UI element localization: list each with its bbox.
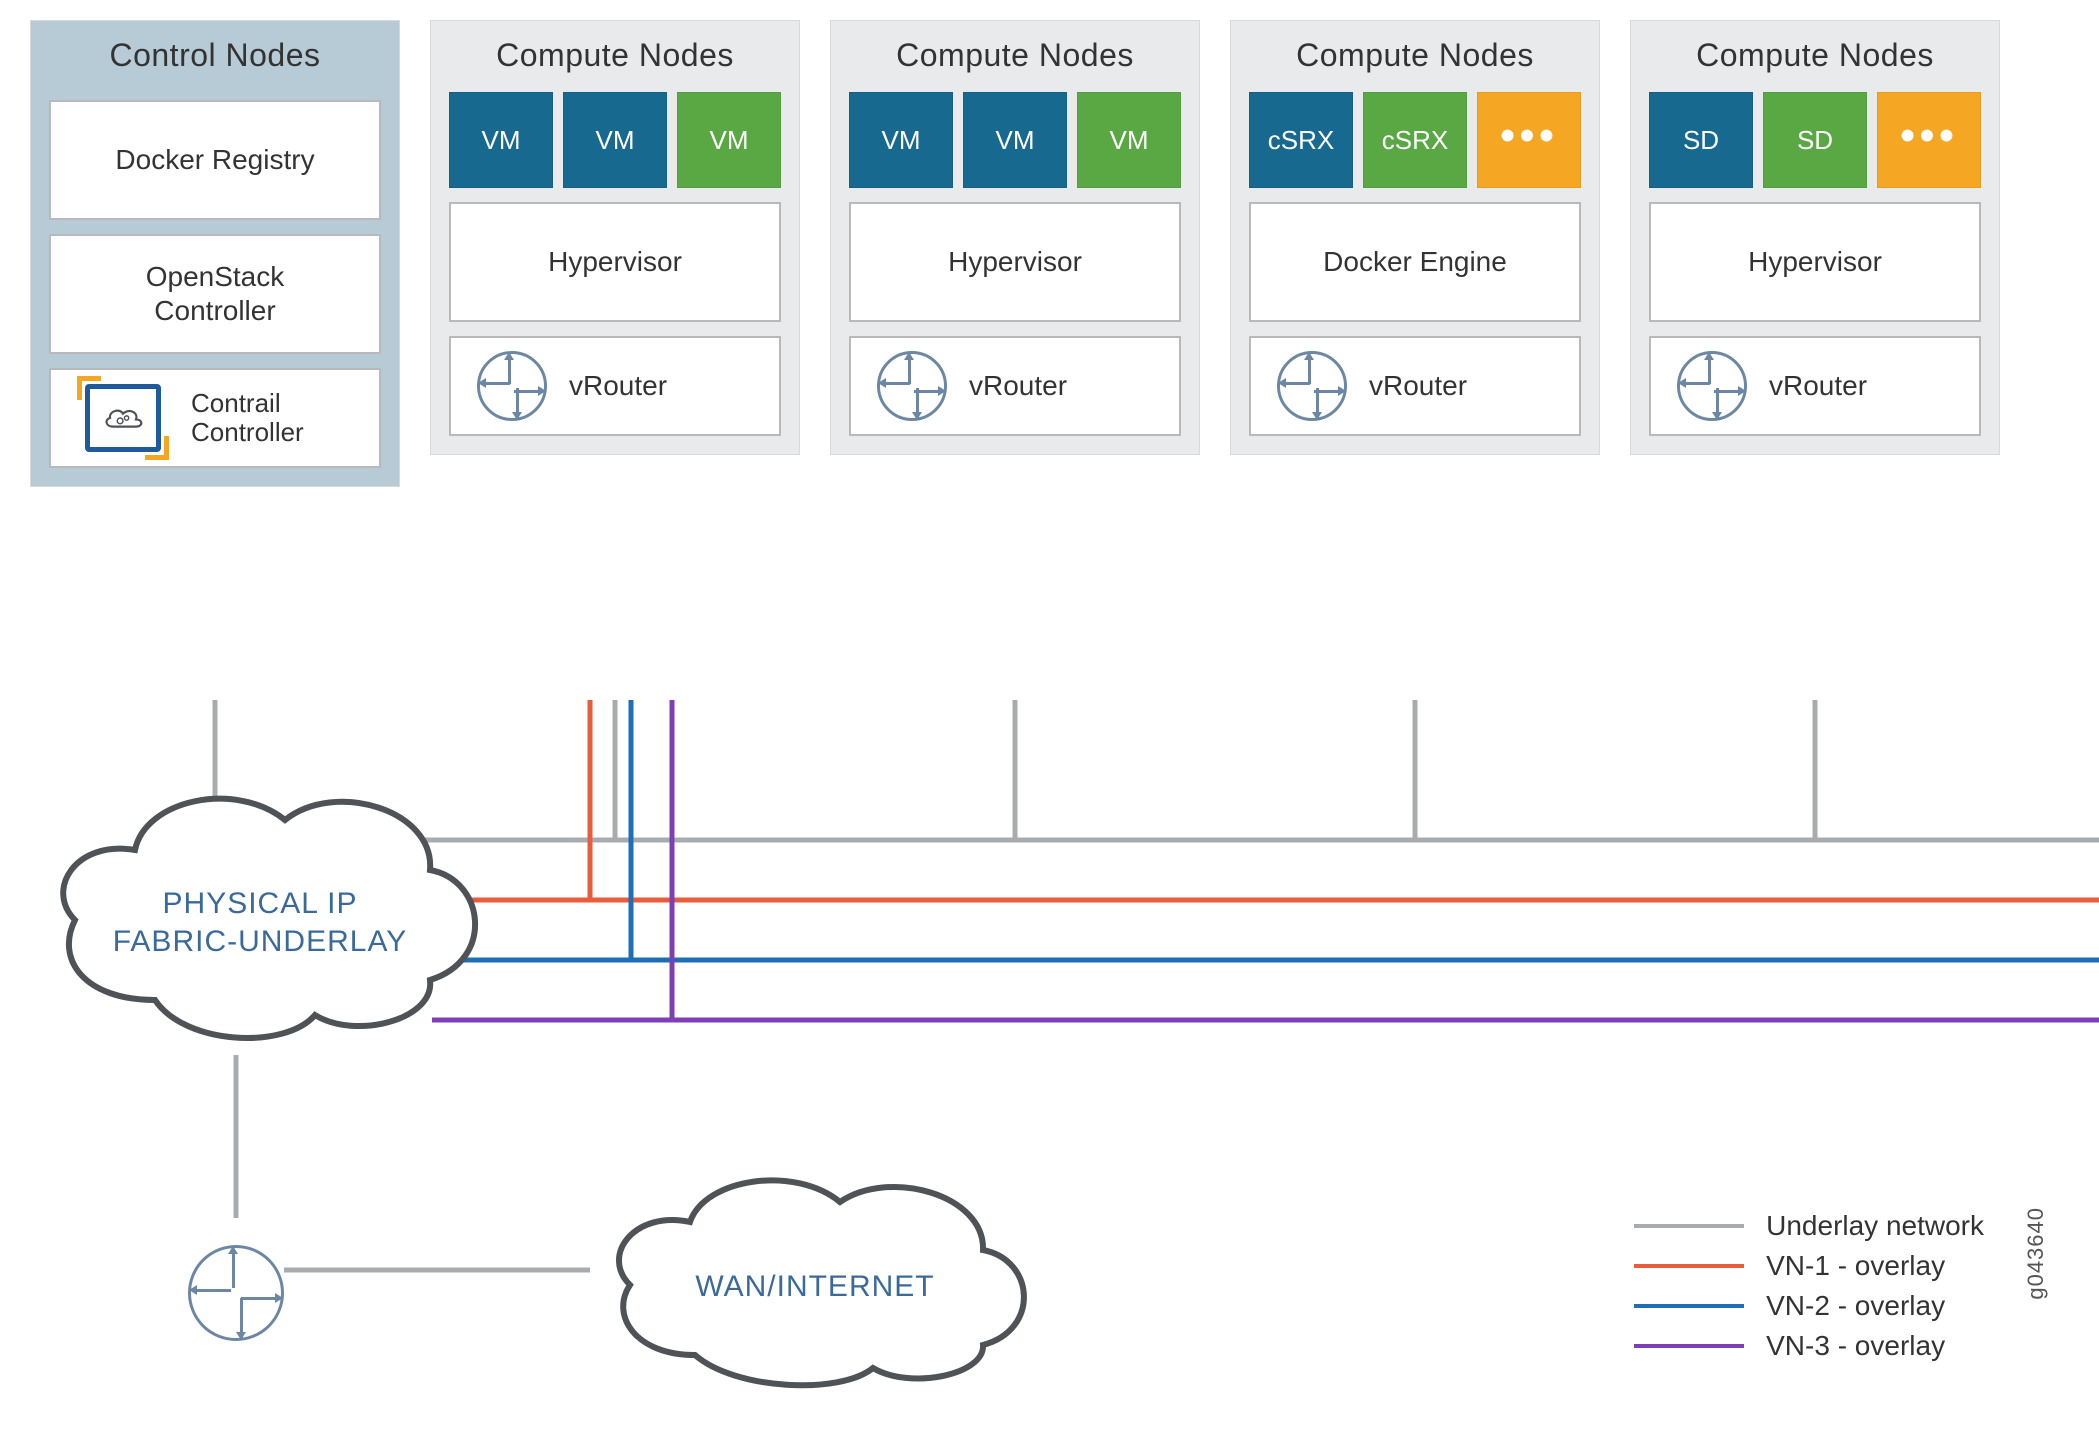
legend-label: Underlay network — [1766, 1210, 1984, 1242]
compute3-column: Compute NodescSRXcSRX•••Docker Engine vR… — [1230, 20, 1600, 455]
workload-tile: cSRX — [1363, 92, 1467, 188]
contrail-controller-box: ContrailController — [49, 368, 381, 468]
legend-swatch — [1634, 1344, 1744, 1348]
vrouter-icon — [1677, 351, 1747, 421]
workload-tile: VM — [449, 92, 553, 188]
cloud-gear-icon — [100, 402, 146, 434]
docker-registry-box: Docker Registry — [49, 100, 381, 220]
compute4-column: Compute NodesSDSD•••Hypervisor vRouter — [1630, 20, 2000, 455]
legend-row: VN-3 - overlay — [1634, 1330, 1984, 1362]
compute2-column: Compute NodesVMVMVMHypervisor vRouter — [830, 20, 1200, 455]
fabric-cloud: PHYSICAL IP FABRIC-UNDERLAY — [35, 760, 485, 1065]
vrouter-label: vRouter — [969, 370, 1067, 402]
column-title: Compute Nodes — [1649, 21, 1981, 86]
fabric-label-line1: PHYSICAL IP — [35, 885, 485, 923]
legend-label: VN-1 - overlay — [1766, 1250, 1945, 1282]
vrouter-box: vRouter — [1249, 336, 1581, 436]
compute1-column: Compute NodesVMVMVMHypervisor vRouter — [430, 20, 800, 455]
docker-engine-box: Docker Engine — [1249, 202, 1581, 322]
fabric-label-line2: FABRIC-UNDERLAY — [35, 923, 485, 961]
wan-cloud-label: WAN/INTERNET — [585, 1268, 1045, 1306]
workload-tile: VM — [963, 92, 1067, 188]
workload-tile: VM — [849, 92, 953, 188]
column-title: Compute Nodes — [449, 21, 781, 86]
legend-swatch — [1634, 1224, 1744, 1228]
workload-tile: cSRX — [1249, 92, 1353, 188]
wan-cloud: WAN/INTERNET — [585, 1150, 1045, 1405]
hypervisor-box: Hypervisor — [1649, 202, 1981, 322]
control-column: Control Nodes Docker Registry OpenStackCon… — [30, 20, 400, 487]
legend-label: VN-2 - overlay — [1766, 1290, 1945, 1322]
vrouter-label: vRouter — [1769, 370, 1867, 402]
vrouter-box: vRouter — [849, 336, 1181, 436]
column-title: Compute Nodes — [849, 21, 1181, 86]
more-tile: ••• — [1477, 92, 1581, 188]
workload-tile: VM — [1077, 92, 1181, 188]
workload-tiles: VMVMVM — [849, 92, 1181, 188]
legend-swatch — [1634, 1304, 1744, 1308]
external-router-icon — [188, 1245, 284, 1341]
fabric-cloud-label: PHYSICAL IP FABRIC-UNDERLAY — [35, 885, 485, 960]
vrouter-box: vRouter — [1649, 336, 1981, 436]
contrail-frame-icon — [77, 376, 169, 460]
legend-label: VN-3 - overlay — [1766, 1330, 1945, 1362]
hypervisor-box: Hypervisor — [849, 202, 1181, 322]
figure-id: g043640 — [2023, 1207, 2049, 1300]
vrouter-icon — [477, 351, 547, 421]
legend: Underlay network VN-1 - overlay VN-2 - o… — [1634, 1210, 1984, 1370]
workload-tiles: SDSD••• — [1649, 92, 1981, 188]
workload-tile: SD — [1763, 92, 1867, 188]
column-title: Control Nodes — [49, 21, 381, 86]
contrail-badge — [77, 376, 169, 460]
vrouter-icon — [877, 351, 947, 421]
workload-tiles: cSRXcSRX••• — [1249, 92, 1581, 188]
vrouter-label: vRouter — [569, 370, 667, 402]
column-title: Compute Nodes — [1249, 21, 1581, 86]
openstack-controller-box: OpenStackController — [49, 234, 381, 354]
legend-row: VN-2 - overlay — [1634, 1290, 1984, 1322]
vrouter-icon — [1277, 351, 1347, 421]
vrouter-box: vRouter — [449, 336, 781, 436]
workload-tile: SD — [1649, 92, 1753, 188]
diagram-canvas: Control Nodes Docker Registry OpenStackCon… — [0, 0, 2099, 1440]
more-tile: ••• — [1877, 92, 1981, 188]
legend-row: Underlay network — [1634, 1210, 1984, 1242]
workload-tile: VM — [677, 92, 781, 188]
contrail-label: ContrailController — [191, 389, 304, 446]
legend-swatch — [1634, 1264, 1744, 1268]
workload-tiles: VMVMVM — [449, 92, 781, 188]
workload-tile: VM — [563, 92, 667, 188]
hypervisor-box: Hypervisor — [449, 202, 781, 322]
legend-row: VN-1 - overlay — [1634, 1250, 1984, 1282]
vrouter-label: vRouter — [1369, 370, 1467, 402]
